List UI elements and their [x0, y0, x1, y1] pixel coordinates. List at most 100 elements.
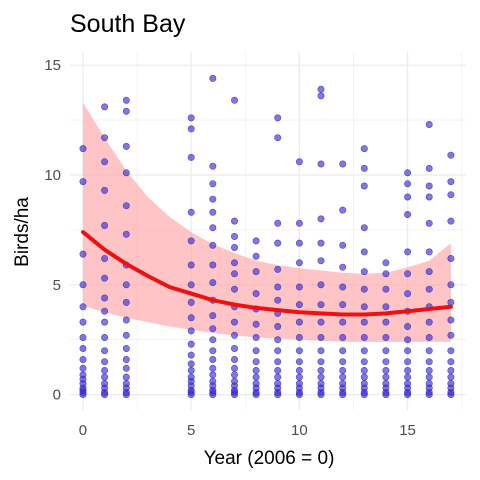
data-point	[187, 208, 195, 216]
data-point	[382, 347, 390, 355]
data-point	[209, 336, 217, 344]
data-point	[101, 274, 109, 282]
data-point	[317, 358, 325, 366]
data-point	[274, 239, 282, 247]
data-point	[295, 358, 303, 366]
data-point	[231, 270, 239, 278]
data-point	[295, 380, 303, 388]
data-point	[187, 261, 195, 269]
data-point	[231, 318, 239, 326]
data-point	[382, 380, 390, 388]
data-point	[295, 318, 303, 326]
data-point	[231, 217, 239, 225]
x-tick-label: 15	[399, 422, 416, 439]
data-point	[101, 358, 109, 366]
data-point	[252, 268, 260, 276]
data-point	[252, 373, 260, 381]
data-point	[382, 318, 390, 326]
data-point	[447, 347, 455, 355]
data-point	[339, 241, 347, 249]
data-point	[360, 318, 368, 326]
data-point	[295, 301, 303, 309]
data-point	[404, 322, 412, 330]
data-point	[209, 180, 217, 188]
data-point	[209, 312, 217, 320]
data-point	[101, 222, 109, 230]
data-point	[101, 380, 109, 388]
data-point	[122, 281, 130, 289]
data-point	[425, 219, 433, 227]
data-point	[252, 333, 260, 341]
data-point	[209, 371, 217, 379]
x-tick-label: 5	[187, 422, 195, 439]
data-point	[79, 145, 87, 153]
data-point	[447, 281, 455, 289]
y-tick-label: 5	[53, 277, 61, 294]
data-point	[447, 331, 455, 339]
data-point	[252, 237, 260, 245]
data-point	[425, 358, 433, 366]
data-point	[339, 301, 347, 309]
data-point	[404, 290, 412, 298]
data-point	[382, 358, 390, 366]
data-point	[122, 202, 130, 210]
data-point	[404, 336, 412, 344]
data-point	[382, 373, 390, 381]
data-point	[425, 347, 433, 355]
data-point	[447, 366, 455, 374]
data-point	[231, 244, 239, 252]
data-point	[122, 331, 130, 339]
data-point	[101, 255, 109, 263]
data-point	[295, 333, 303, 341]
confidence-band-layer	[83, 102, 451, 342]
tick-labels: 0 5 10 15 0 5 10 15	[44, 57, 416, 439]
data-point	[339, 333, 347, 341]
y-axis-title: Birds/ha	[12, 197, 33, 267]
data-point	[252, 252, 260, 260]
data-point	[317, 301, 325, 309]
data-point	[252, 290, 260, 298]
data-point	[425, 318, 433, 326]
data-point	[274, 322, 282, 330]
data-point	[317, 380, 325, 388]
data-point	[101, 307, 109, 315]
data-point	[209, 355, 217, 363]
data-point	[274, 347, 282, 355]
data-point	[317, 257, 325, 265]
data-point	[447, 255, 455, 263]
data-point	[122, 344, 130, 352]
data-point	[425, 380, 433, 388]
data-point	[404, 270, 412, 278]
data-point	[252, 347, 260, 355]
data-point	[339, 347, 347, 355]
data-point	[101, 186, 109, 194]
data-point	[360, 358, 368, 366]
data-point	[231, 285, 239, 293]
data-point	[274, 265, 282, 273]
data-point	[360, 285, 368, 293]
data-point	[360, 182, 368, 190]
data-point	[122, 364, 130, 372]
data-point	[295, 347, 303, 355]
data-point	[79, 178, 87, 186]
data-point	[382, 366, 390, 374]
data-point	[404, 358, 412, 366]
data-point	[79, 303, 87, 311]
y-tick-label: 0	[53, 387, 61, 404]
data-point	[274, 336, 282, 344]
x-tick-label: 0	[79, 422, 87, 439]
data-point	[317, 281, 325, 289]
data-point	[274, 219, 282, 227]
data-point	[101, 158, 109, 166]
data-point	[274, 358, 282, 366]
data-point	[101, 333, 109, 341]
data-point	[252, 358, 260, 366]
data-point	[79, 333, 87, 341]
data-point	[274, 366, 282, 374]
data-point	[360, 373, 368, 381]
data-point	[360, 268, 368, 276]
y-tick-label: 10	[44, 167, 61, 184]
data-point	[101, 347, 109, 355]
data-point	[187, 366, 195, 374]
data-point	[382, 259, 390, 267]
